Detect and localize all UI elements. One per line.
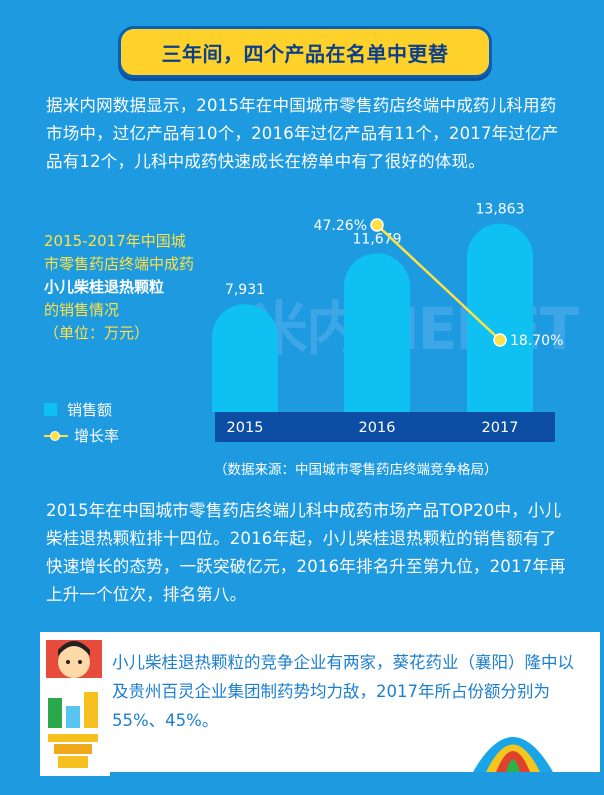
bar-2015 [212,304,278,412]
x-tick-2017: 2017 [482,420,519,436]
legend-growth: 增长率 [44,425,119,446]
legend-growth-label: 增长率 [74,427,120,445]
legend-sales-swatch [44,403,57,416]
growth-point-2017 [493,333,507,347]
growth-label-2016: 47.26% [314,218,367,234]
bar-label-2015: 7,931 [225,282,265,298]
growth-line [376,224,501,341]
x-axis-band [215,412,555,442]
decorative-rainbow-icon [473,737,553,772]
body-paragraph: 2015年在中国城市零售药店终端儿科中成药市场产品TOP20中，小儿柴桂退热颗粒… [46,501,566,604]
decorative-blocks-icon [40,632,110,776]
chart-desc-line1: 2015-2017年中国城市零售药店终端中成药 [44,232,195,273]
growth-label-2017: 18.70% [510,333,563,349]
bar-2016 [344,253,410,412]
chart-desc-unit: （单位：万元） [44,324,150,342]
bar-label-2017: 13,863 [476,202,525,218]
x-tick-2016: 2016 [359,420,396,436]
info-box-text: 小儿柴桂退热颗粒的竞争企业有两家，葵花药业（襄阳）隆中以及贵州百灵企业集团制药势… [112,653,574,730]
bar-2017 [467,223,533,412]
growth-point-2016 [370,218,384,232]
x-tick-2015: 2015 [227,420,264,436]
data-source: （数据来源：中国城市零售药店终端竞争格局） [214,462,498,478]
intro-paragraph: 据米内网数据显示，2015年在中国城市零售药店终端中成药儿科用药市场中，过亿产品… [46,96,559,171]
title-banner: 三年间，四个产品在名单中更替 [118,26,492,78]
page-title: 三年间，四个产品在名单中更替 [161,41,449,66]
sales-chart: 7,931201511,679201613,863201747.26%18.70… [212,202,563,442]
legend-growth-swatch [44,429,68,443]
chart-desc-line3: 的销售情况 [44,301,120,319]
legend-sales-label: 销售额 [67,401,113,419]
legend-sales: 销售额 [44,399,112,420]
chart-description: 2015-2017年中国城市零售药店终端中成药 小儿柴桂退热颗粒 的销售情况 （… [44,230,194,345]
chart-desc-product: 小儿柴桂退热颗粒 [44,278,165,296]
